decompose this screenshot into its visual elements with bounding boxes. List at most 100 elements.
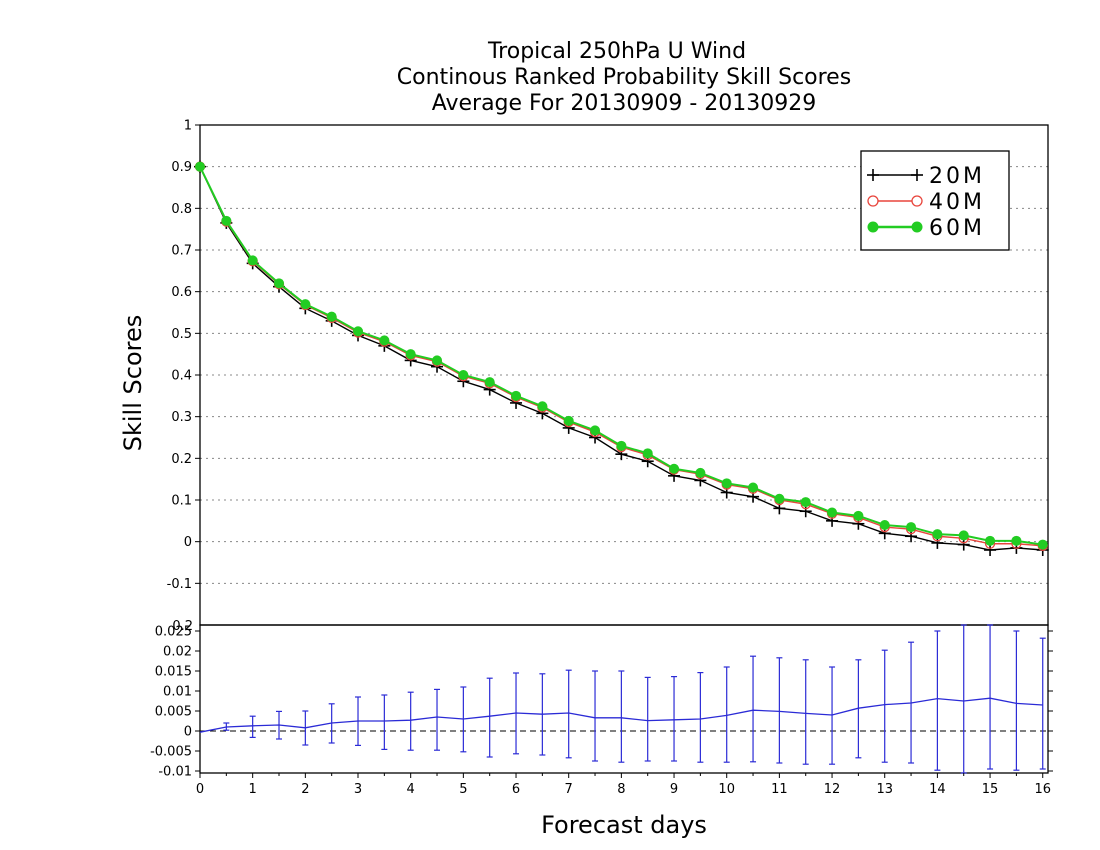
point-20M: [984, 544, 997, 556]
x-tick-label: 2: [301, 782, 309, 797]
point-60M: [932, 529, 943, 540]
point-60M: [458, 370, 469, 380]
top-y-tick-label: 0.3: [171, 410, 192, 425]
point-60M: [774, 493, 785, 504]
title-line-1: Tropical 250hPa U Wind: [487, 39, 746, 64]
top-y-tick-label: 0.2: [171, 452, 192, 467]
point-60M: [1011, 535, 1022, 546]
x-tick-label: 6: [512, 782, 520, 797]
legend-marker: [911, 221, 923, 233]
point-60M: [484, 377, 495, 388]
error-bar: [1013, 630, 1020, 771]
top-y-tick-label: 0.7: [171, 244, 192, 259]
legend-entry-60M: 60M: [867, 216, 985, 241]
point-60M: [695, 467, 706, 478]
bottom-y-tick-label: 0.005: [155, 705, 192, 720]
x-tick-label: 8: [617, 782, 625, 797]
bottom-y-tick-label: 0: [184, 725, 192, 740]
error-bar: [960, 624, 967, 774]
legend-entry-40M: 40M: [867, 190, 985, 215]
x-tick-label: 14: [929, 782, 946, 797]
point-60M: [879, 520, 890, 530]
top-y-tick-label: 0.4: [171, 369, 192, 384]
legend-label-20M: 20M: [929, 164, 985, 189]
x-tick-label: 12: [824, 782, 841, 797]
y-axis-label: Skill Scores: [119, 315, 147, 452]
error-bar: [750, 655, 757, 763]
point-60M: [1037, 539, 1048, 550]
bottom-y-tick-label: 0.01: [163, 685, 192, 700]
top-y-tick-label: 0.8: [171, 202, 192, 217]
point-60M: [274, 278, 285, 289]
bottom-y-tick-label: -0.01: [158, 765, 192, 780]
top-y-tick-label: 0: [184, 535, 192, 550]
bottom-y-tick-label: 0.02: [163, 645, 192, 660]
point-60M: [300, 299, 311, 310]
error-bar: [565, 669, 572, 759]
point-60M: [353, 326, 364, 337]
x-tick-label: 15: [982, 782, 999, 797]
top-y-tick-label: 0.1: [171, 494, 192, 509]
point-60M: [800, 497, 811, 508]
point-60M: [326, 311, 337, 322]
point-60M: [853, 510, 864, 521]
top-y-tick-label: 0.6: [171, 285, 192, 300]
point-60M: [379, 335, 390, 346]
point-60M: [432, 355, 443, 366]
x-tick-label: 5: [459, 782, 467, 797]
error-bar: [802, 659, 809, 765]
mean-difference-line: [199, 697, 1043, 733]
point-60M: [669, 463, 680, 474]
skill-score-panel: -0.1 0 0.1 0.2 0.3 0.4 0.5 0.6 0.7 0.8 0.9 1 20M40M…: [167, 119, 1049, 626]
error-bar: [592, 670, 599, 762]
bottom-y-tick-label: 0.015: [155, 665, 192, 680]
x-tick-label: 9: [670, 782, 678, 797]
point-60M: [985, 535, 996, 546]
top-y-tick-label: -0.1: [167, 577, 192, 592]
legend-marker: [911, 195, 923, 207]
error-bar: [644, 676, 651, 762]
point-60M: [563, 415, 574, 426]
top-y-tick-label: 0.5: [171, 327, 192, 342]
error-bar: [697, 671, 704, 763]
bottom-y-tick-label: -0.005: [150, 745, 192, 760]
error-bar: [407, 691, 414, 751]
error-bar: [434, 688, 441, 751]
point-60M: [247, 255, 258, 266]
point-60M: [405, 349, 416, 360]
error-bar: [723, 666, 730, 763]
error-bar: [671, 675, 678, 762]
top-y-tick-label: 0.9: [171, 160, 192, 175]
top-y-axis: -0.1 0 0.1 0.2 0.3 0.4 0.5 0.6 0.7 0.8 0.9 1: [167, 119, 200, 592]
point-60M: [642, 448, 653, 459]
bottom-y-tick-label: 0.025: [155, 625, 192, 640]
error-bar: [776, 657, 783, 764]
x-tick-label: 16: [1034, 782, 1051, 797]
legend-entry-20M: 20M: [867, 164, 985, 189]
legend-marker: [867, 221, 879, 233]
point-60M: [616, 440, 627, 451]
top-y-tick-label: 1: [184, 119, 192, 134]
top-series-group: [194, 160, 1049, 556]
x-tick-label: 1: [249, 782, 257, 797]
title-line-2: Continous Ranked Probability Skill Score…: [397, 65, 851, 90]
point-60M: [906, 522, 917, 533]
point-60M: [958, 530, 969, 541]
point-60M: [195, 161, 205, 172]
title-line-3: Average For 20130909 - 20130929: [432, 91, 817, 116]
x-tick-label: 4: [407, 782, 415, 797]
x-tick-label: 0: [196, 782, 204, 797]
point-60M: [537, 401, 548, 412]
x-tick-label: 13: [876, 782, 893, 797]
point-60M: [590, 425, 601, 436]
bottom-series-group: [199, 624, 1048, 774]
difference-panel: 0.2 -0.01 -0.005 0 0.005 0.01 0.015 0.02 0.025: [150, 619, 1053, 780]
x-tick-label: 11: [771, 782, 788, 797]
point-60M: [748, 482, 759, 493]
legend-label-40M: 40M: [929, 190, 985, 215]
error-bar: [987, 624, 994, 770]
error-bar: [249, 715, 256, 739]
legend-label-60M: 60M: [929, 216, 985, 241]
